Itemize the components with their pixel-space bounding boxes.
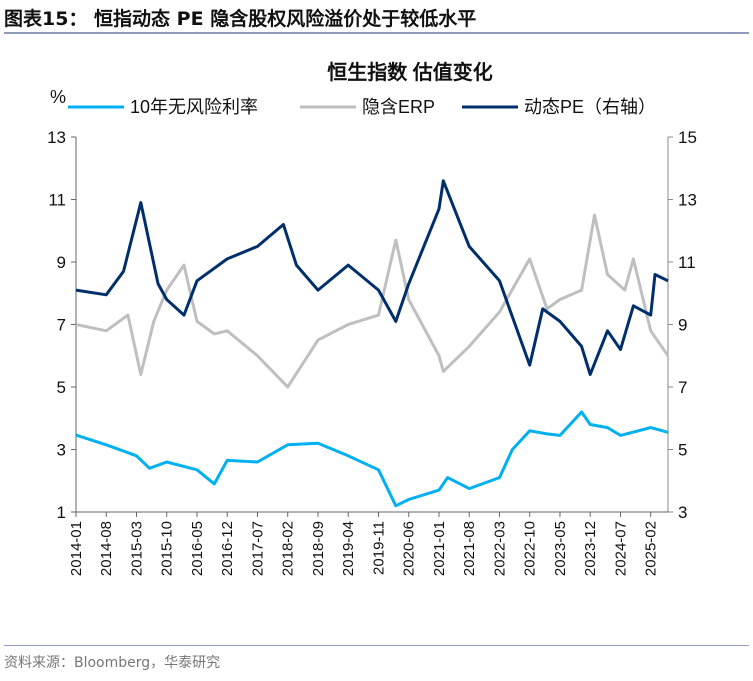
- x-tick-label: 2015-10: [159, 521, 176, 576]
- y2-tick-label: 13: [678, 191, 697, 210]
- x-tick-label: 2024-07: [612, 521, 629, 576]
- x-tick-label: 2023-05: [552, 521, 569, 576]
- title-divider: [4, 32, 749, 34]
- x-tick-label: 2014-01: [68, 521, 85, 576]
- series-line-0: [75, 410, 669, 508]
- footer-divider: [4, 645, 749, 646]
- legend-label-1: 隐含ERP: [362, 97, 435, 117]
- source-note: 资料来源：Bloomberg，华泰研究: [4, 655, 221, 671]
- series-line-2: [75, 179, 669, 376]
- y2-tick-label: 11: [678, 253, 696, 272]
- y2-tick-label: 3: [678, 503, 687, 522]
- x-tick-label: 2021-08: [461, 521, 478, 576]
- y-tick-label: 7: [57, 316, 66, 335]
- x-tick-label: 2018-09: [310, 521, 327, 576]
- x-tick-label: 2025-02: [643, 521, 660, 576]
- y-tick-label: 9: [57, 253, 66, 272]
- x-tick-label: 2019-04: [340, 521, 357, 576]
- x-tick-label: 2022-03: [491, 521, 508, 576]
- y-tick-label: 11: [48, 191, 66, 210]
- series-line-1: [75, 213, 670, 389]
- x-tick-label: 2016-05: [189, 521, 206, 576]
- x-tick-label: 2019-11: [370, 521, 387, 575]
- x-tick-label: 2020-06: [401, 521, 418, 576]
- y2-tick-label: 9: [678, 316, 687, 335]
- y-tick-label: 5: [57, 378, 66, 397]
- x-tick-label: 2017-07: [249, 521, 266, 576]
- y2-tick-label: 7: [678, 378, 687, 397]
- y-axis-label: %: [50, 87, 66, 107]
- y-tick-label: 1: [57, 503, 66, 522]
- x-tick-label: 2021-01: [431, 521, 448, 576]
- x-tick-label: 2023-12: [582, 521, 599, 576]
- y2-tick-label: 5: [678, 441, 687, 460]
- x-tick-label: 2016-12: [219, 521, 236, 576]
- x-tick-label: 2018-02: [280, 521, 297, 576]
- y-tick-label: 3: [57, 441, 66, 460]
- x-tick-label: 2022-10: [522, 521, 539, 576]
- chart-title: 恒生指数 估值变化: [327, 60, 493, 84]
- legend: 10年无风险利率 隐含ERP 动态PE（右轴）: [68, 97, 656, 117]
- figure-title: 图表15： 恒指动态 PE 隐含股权风险溢价处于较低水平: [4, 8, 477, 30]
- legend-label-0: 10年无风险利率: [130, 97, 258, 117]
- legend-label-2: 动态PE（右轴）: [524, 97, 656, 117]
- series-lines: [75, 179, 670, 508]
- x-tick-label: 2015-03: [128, 521, 145, 576]
- y-tick-label: 13: [47, 128, 66, 147]
- x-tick-label: 2014-08: [98, 521, 115, 576]
- y2-tick-label: 15: [678, 128, 697, 147]
